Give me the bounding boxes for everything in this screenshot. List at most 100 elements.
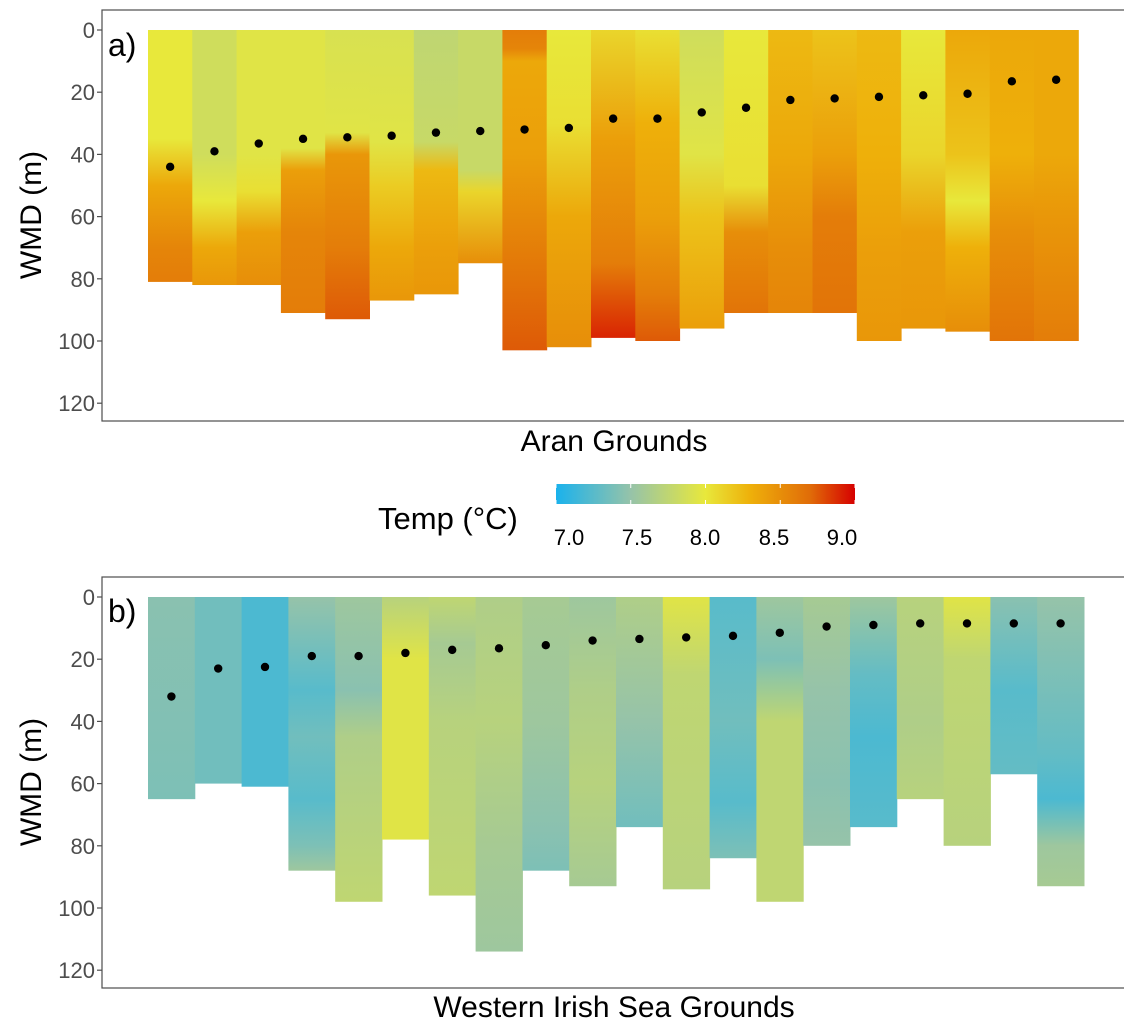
wmd-marker xyxy=(564,123,574,133)
temperature-legend: Temp (°C) 7.0 7.5 8.0 8.5 9.0 xyxy=(378,484,857,550)
wmd-marker xyxy=(822,622,831,631)
temperature-column xyxy=(812,30,858,314)
temperature-column xyxy=(522,597,570,871)
wmd-marker xyxy=(588,636,597,645)
temperature-column xyxy=(325,30,370,320)
y-tick-label: 40 xyxy=(71,142,95,167)
wmd-marker xyxy=(635,634,644,644)
temperature-column xyxy=(856,30,902,341)
temperature-column xyxy=(901,30,946,329)
temperature-column xyxy=(709,597,757,859)
wmd-marker xyxy=(775,628,784,637)
wmd-marker xyxy=(608,114,618,123)
panel-b-frame xyxy=(101,576,1124,989)
wmd-marker xyxy=(919,91,928,100)
wmd-marker xyxy=(869,620,878,630)
y-tick-label: 20 xyxy=(71,647,95,672)
panel-b-x-axis-title: Western Irish Sea Grounds xyxy=(433,991,794,1024)
wmd-marker xyxy=(354,651,363,661)
y-tick-label: 100 xyxy=(58,896,95,921)
panel-a-frame xyxy=(101,9,1124,422)
wmd-marker xyxy=(476,126,485,136)
temperature-column xyxy=(335,597,383,902)
wmd-marker xyxy=(541,641,550,650)
temperature-column xyxy=(768,30,813,314)
legend-colorbar xyxy=(556,484,855,504)
wmd-marker xyxy=(165,162,175,172)
temperature-column xyxy=(850,597,898,828)
wmd-marker xyxy=(963,89,972,98)
temperature-column xyxy=(616,597,664,828)
wmd-marker xyxy=(448,645,457,655)
temperature-column xyxy=(662,597,711,890)
temperature-column xyxy=(803,597,851,846)
panel-b-temperature-columns xyxy=(148,597,1085,952)
panel-a-aran-grounds: 0 20 40 60 80 100 120 a) WMD (m) Aran Grounds xyxy=(15,9,1124,458)
wmd-marker xyxy=(210,147,219,156)
y-tick-label: 120 xyxy=(58,958,95,983)
wmd-marker xyxy=(387,131,396,140)
temperature-column xyxy=(546,30,592,348)
temperature-column xyxy=(236,30,282,286)
y-tick-label: 80 xyxy=(71,267,95,292)
y-tick-label: 80 xyxy=(71,834,95,859)
y-tick-label: 0 xyxy=(83,18,95,43)
panel-b-y-axis-title: WMD (m) xyxy=(15,718,48,846)
panel-a-y-axis-title: WMD (m) xyxy=(15,151,48,279)
wmd-marker xyxy=(1009,619,1018,628)
panel-b-label: b) xyxy=(108,593,136,629)
wmd-marker xyxy=(916,619,925,628)
temperature-column xyxy=(591,30,636,338)
temperature-column xyxy=(989,30,1035,341)
y-tick-label: 20 xyxy=(71,80,95,105)
temperature-column xyxy=(194,597,243,784)
temperature-column xyxy=(148,30,193,282)
y-tick-label: 60 xyxy=(71,772,95,797)
panel-b-y-axis-ticks: 0 20 40 60 80 100 120 xyxy=(58,585,102,983)
wmd-marker xyxy=(431,128,441,137)
temperature-column xyxy=(945,30,991,332)
temperature-column xyxy=(1037,597,1085,887)
legend-tick-marks xyxy=(555,484,856,504)
panel-a-wmd-markers xyxy=(165,75,1061,172)
wmd-marker xyxy=(1056,619,1065,628)
wmd-marker xyxy=(697,108,706,117)
wmd-marker xyxy=(343,133,352,142)
wmd-marker xyxy=(653,114,662,123)
temperature-column xyxy=(288,597,336,871)
legend-title: Temp (°C) xyxy=(378,501,518,536)
temperature-column xyxy=(679,30,725,329)
temperature-column xyxy=(280,30,326,314)
wmd-marker xyxy=(741,103,751,112)
temperature-column xyxy=(192,30,238,286)
wmd-marker xyxy=(214,664,223,673)
legend-tick-label: 9.0 xyxy=(827,525,858,550)
wmd-marker xyxy=(786,95,795,105)
y-tick-label: 100 xyxy=(58,329,95,354)
wmd-marker xyxy=(830,94,839,103)
legend-tick-label: 8.0 xyxy=(690,525,721,550)
legend-tick-label: 7.5 xyxy=(622,525,653,550)
legend-tick-label: 7.0 xyxy=(554,525,585,550)
wmd-marker xyxy=(728,631,738,641)
temperature-column xyxy=(569,597,617,887)
wmd-marker xyxy=(298,134,308,144)
wmd-marker xyxy=(401,648,410,658)
temperature-column xyxy=(943,597,991,846)
wmd-marker xyxy=(682,633,691,642)
y-tick-label: 120 xyxy=(58,391,95,416)
panel-a-y-axis-ticks: 0 20 40 60 80 100 120 xyxy=(58,18,102,416)
wmd-marker xyxy=(494,644,504,653)
wmd-marker xyxy=(260,662,270,672)
wmd-marker xyxy=(167,692,176,701)
temperature-column xyxy=(241,597,289,787)
y-tick-label: 0 xyxy=(83,585,95,610)
temperature-column xyxy=(428,597,477,896)
temperature-column xyxy=(382,597,430,840)
panel-a-label: a) xyxy=(108,27,136,63)
wmd-marker xyxy=(254,139,263,148)
wmd-marker xyxy=(520,125,529,134)
panel-a-x-axis-title: Aran Grounds xyxy=(521,425,708,458)
wmd-marker xyxy=(1007,77,1017,86)
